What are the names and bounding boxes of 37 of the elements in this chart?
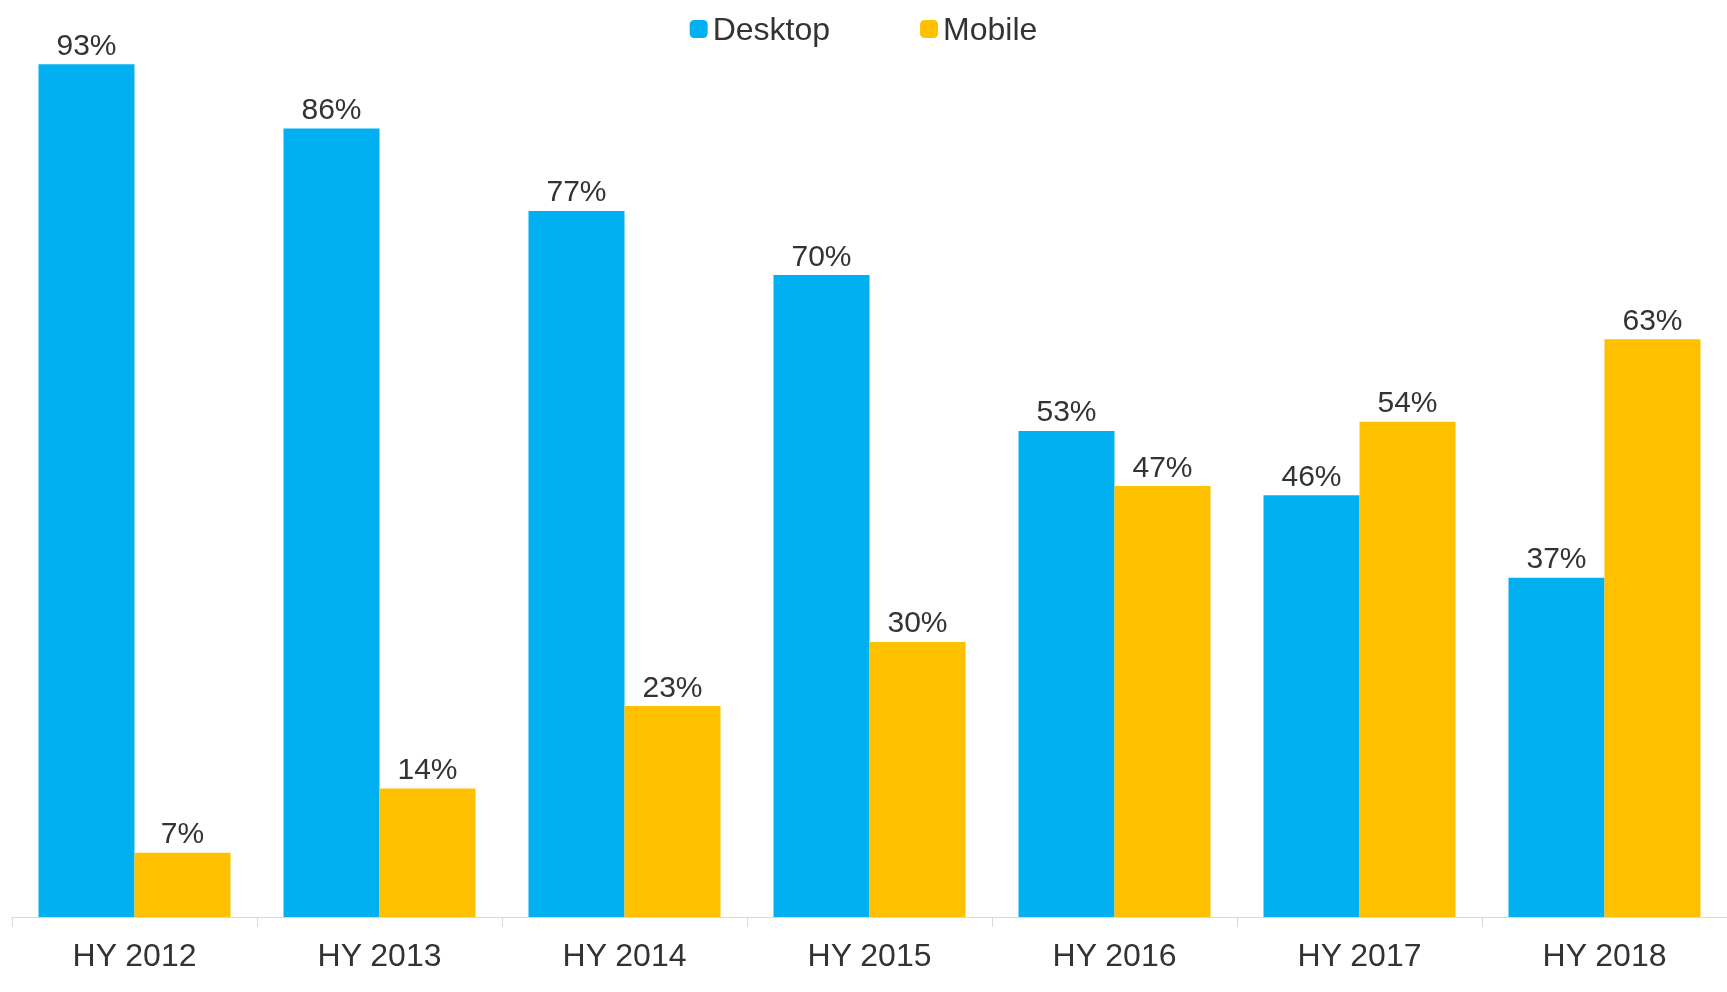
data-label: 30% xyxy=(887,605,948,639)
data-label: 53% xyxy=(1036,394,1097,428)
data-label: 63% xyxy=(1622,302,1683,336)
x-tick-label: HY 2013 xyxy=(317,937,442,973)
bar xyxy=(624,706,721,917)
bar xyxy=(773,275,870,917)
data-label: 7% xyxy=(160,816,205,850)
bar xyxy=(1263,495,1360,917)
bar xyxy=(134,852,231,917)
x-tick-label: HY 2015 xyxy=(807,937,932,973)
bar xyxy=(528,210,625,917)
bar xyxy=(869,641,966,917)
legend-label: Mobile xyxy=(943,11,1038,47)
bar xyxy=(1114,486,1211,917)
data-label: 93% xyxy=(56,27,117,61)
data-label: 23% xyxy=(642,669,703,703)
x-tick-label: HY 2016 xyxy=(1052,937,1177,973)
bar xyxy=(1604,339,1701,917)
bar xyxy=(38,64,135,917)
bar xyxy=(1508,577,1605,917)
x-tick-label: HY 2012 xyxy=(72,937,197,973)
data-label: 14% xyxy=(397,752,458,786)
bar xyxy=(283,128,380,917)
data-label: 47% xyxy=(1132,449,1193,483)
x-tick-label: HY 2014 xyxy=(562,937,687,973)
data-label: 77% xyxy=(546,174,607,208)
bar xyxy=(379,788,476,917)
x-tick-label: HY 2018 xyxy=(1542,937,1667,973)
x-tick-label: HY 2017 xyxy=(1297,937,1422,973)
data-label: 86% xyxy=(301,91,362,125)
data-label: 54% xyxy=(1377,385,1438,419)
data-label: 70% xyxy=(791,238,852,272)
bar xyxy=(1018,430,1115,917)
bar xyxy=(1359,421,1456,917)
legend-label: Desktop xyxy=(712,11,831,47)
data-label: 46% xyxy=(1281,458,1342,492)
data-label: 37% xyxy=(1526,541,1587,575)
